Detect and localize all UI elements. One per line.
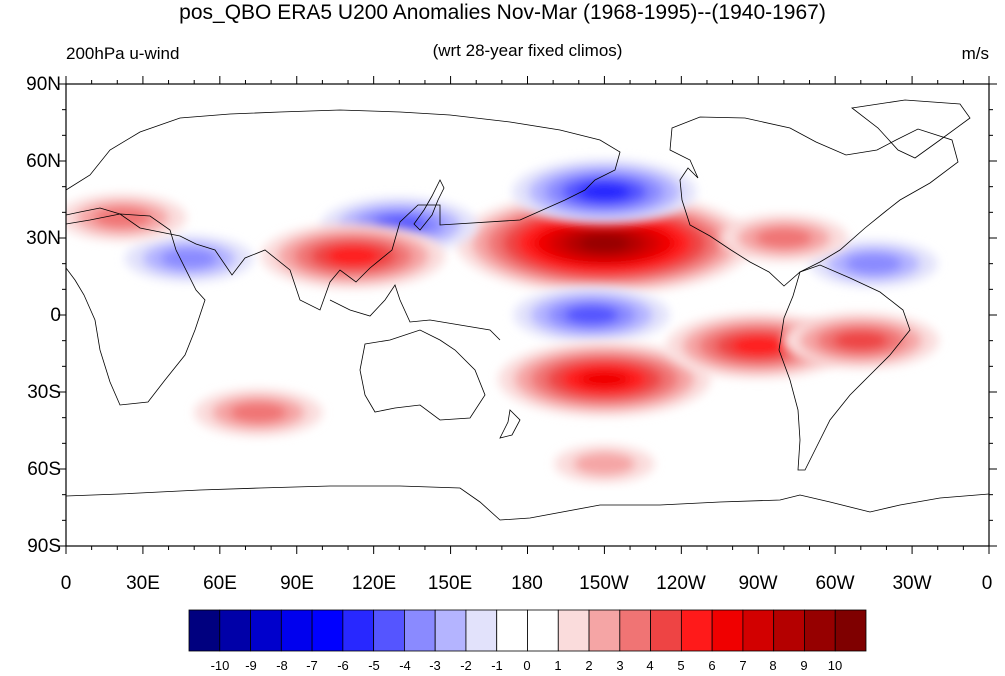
lon-tick-label: 60W — [815, 573, 855, 594]
colorbar-label: -8 — [276, 658, 288, 673]
colorbar-label: -7 — [306, 658, 318, 673]
colorbar-label: 5 — [677, 658, 685, 673]
lat-tick-label: 30S — [27, 382, 61, 403]
colorbar-label: 1 — [554, 658, 562, 673]
anomaly-south-pacific — [498, 342, 711, 417]
colorbar-box — [496, 609, 528, 652]
colorbar-label: 0 — [523, 658, 531, 673]
colorbar-box — [434, 609, 467, 652]
maritime-continent-coast — [329, 284, 501, 341]
colorbar-box — [834, 609, 867, 652]
africa-coast — [66, 213, 206, 406]
lat-tick-label: 60N — [26, 151, 61, 172]
colorbar-label: -5 — [368, 658, 380, 673]
lon-tick-label: 150E — [427, 573, 473, 594]
lon-tick-label: 90W — [738, 573, 778, 594]
anomaly-south-indian-ocean — [194, 389, 323, 437]
anomaly-tropical-south-america — [782, 312, 939, 369]
lat-tick-label: 90S — [27, 536, 61, 557]
lon-tick-label: 90E — [280, 573, 314, 594]
anomaly-southern-ocean — [554, 444, 655, 483]
colorbar-box — [650, 609, 682, 652]
colorbar-box — [250, 609, 282, 652]
colorbar-label: -1 — [491, 658, 503, 673]
axis-ticks — [58, 76, 997, 554]
colorbar-label: 9 — [800, 658, 808, 673]
colorbar-label: -2 — [460, 658, 472, 673]
lon-tick-label: 120E — [351, 573, 397, 594]
lon-tick-label: 30W — [892, 573, 932, 594]
lon-tick-label: 150W — [579, 573, 629, 594]
lat-tick-label: 90N — [26, 74, 61, 95]
anomaly-mediterranean — [66, 193, 187, 241]
lon-tick-label: 0 — [60, 573, 72, 594]
anomaly-eastern-united-states — [719, 214, 848, 262]
colorbar — [188, 609, 867, 652]
colorbar-label: -3 — [429, 658, 441, 673]
lat-tick-label: 0 — [50, 305, 61, 326]
colorbar-box — [711, 609, 744, 652]
lon-tick-label: 120W — [656, 573, 706, 594]
colorbar-box — [342, 609, 375, 652]
japan-coast — [413, 179, 445, 231]
colorbar-box — [280, 609, 313, 652]
colorbar-label: 3 — [616, 658, 624, 673]
colorbar-box — [619, 609, 651, 652]
lon-tick-label: 180 — [511, 573, 543, 594]
south-america-coast — [778, 264, 911, 471]
antarctica-coast — [66, 485, 989, 521]
anomaly-field — [66, 159, 939, 483]
australia-coast — [359, 329, 486, 421]
center-subtitle: (wrt 28-year fixed climos) — [432, 41, 623, 60]
anomaly-south-china-taiwan — [261, 223, 446, 289]
left-subtitle: 200hPa u-wind — [66, 44, 180, 63]
colorbar-box — [742, 609, 775, 652]
chart-title: pos_QBO ERA5 U200 Anomalies Nov-Mar (196… — [179, 1, 826, 24]
colorbar-box — [588, 609, 621, 652]
colorbar-label: 8 — [769, 658, 777, 673]
greenland-coast — [851, 99, 971, 159]
colorbar-label: 6 — [708, 658, 716, 673]
colorbar-label: 10 — [827, 658, 843, 673]
colorbar-label: 2 — [585, 658, 593, 673]
eurasia-coast — [66, 109, 621, 311]
colorbar-box — [188, 609, 221, 652]
lat-tick-label: 30N — [26, 228, 61, 249]
anomaly-north-atlantic — [809, 240, 938, 288]
colorbar-box — [373, 609, 405, 652]
coastlines — [66, 99, 989, 521]
north-america-coast — [669, 116, 959, 287]
colorbar-label: 4 — [646, 658, 654, 673]
lon-tick-label: 30E — [126, 573, 160, 594]
colorbar-box — [680, 609, 713, 652]
lon-tick-label: 60E — [203, 573, 237, 594]
anomaly-equatorial-central-pacific — [513, 287, 670, 343]
colorbar-box — [219, 609, 251, 652]
colorbar-label: -10 — [210, 658, 230, 673]
colorbar-label: -9 — [245, 658, 257, 673]
anomaly-central-north-pacific-jet — [456, 192, 753, 294]
lon-tick-label: 0 — [981, 573, 993, 594]
anomaly-gulf-of-alaska — [512, 159, 697, 225]
colorbar-box — [311, 609, 344, 652]
colorbar-label: 7 — [739, 658, 747, 673]
new-zealand-coast — [499, 409, 521, 439]
colorbar-box — [404, 609, 436, 652]
colorbar-label: -6 — [337, 658, 349, 673]
colorbar-box — [557, 609, 590, 652]
colorbar-box — [804, 609, 836, 652]
lat-tick-label: 60S — [27, 459, 61, 480]
colorbar-box — [527, 609, 559, 652]
colorbar-box — [465, 609, 498, 652]
colorbar-label: -4 — [399, 658, 411, 673]
colorbar-box — [773, 609, 805, 652]
units-label: m/s — [961, 44, 989, 63]
anomaly-arabia — [125, 235, 254, 283]
